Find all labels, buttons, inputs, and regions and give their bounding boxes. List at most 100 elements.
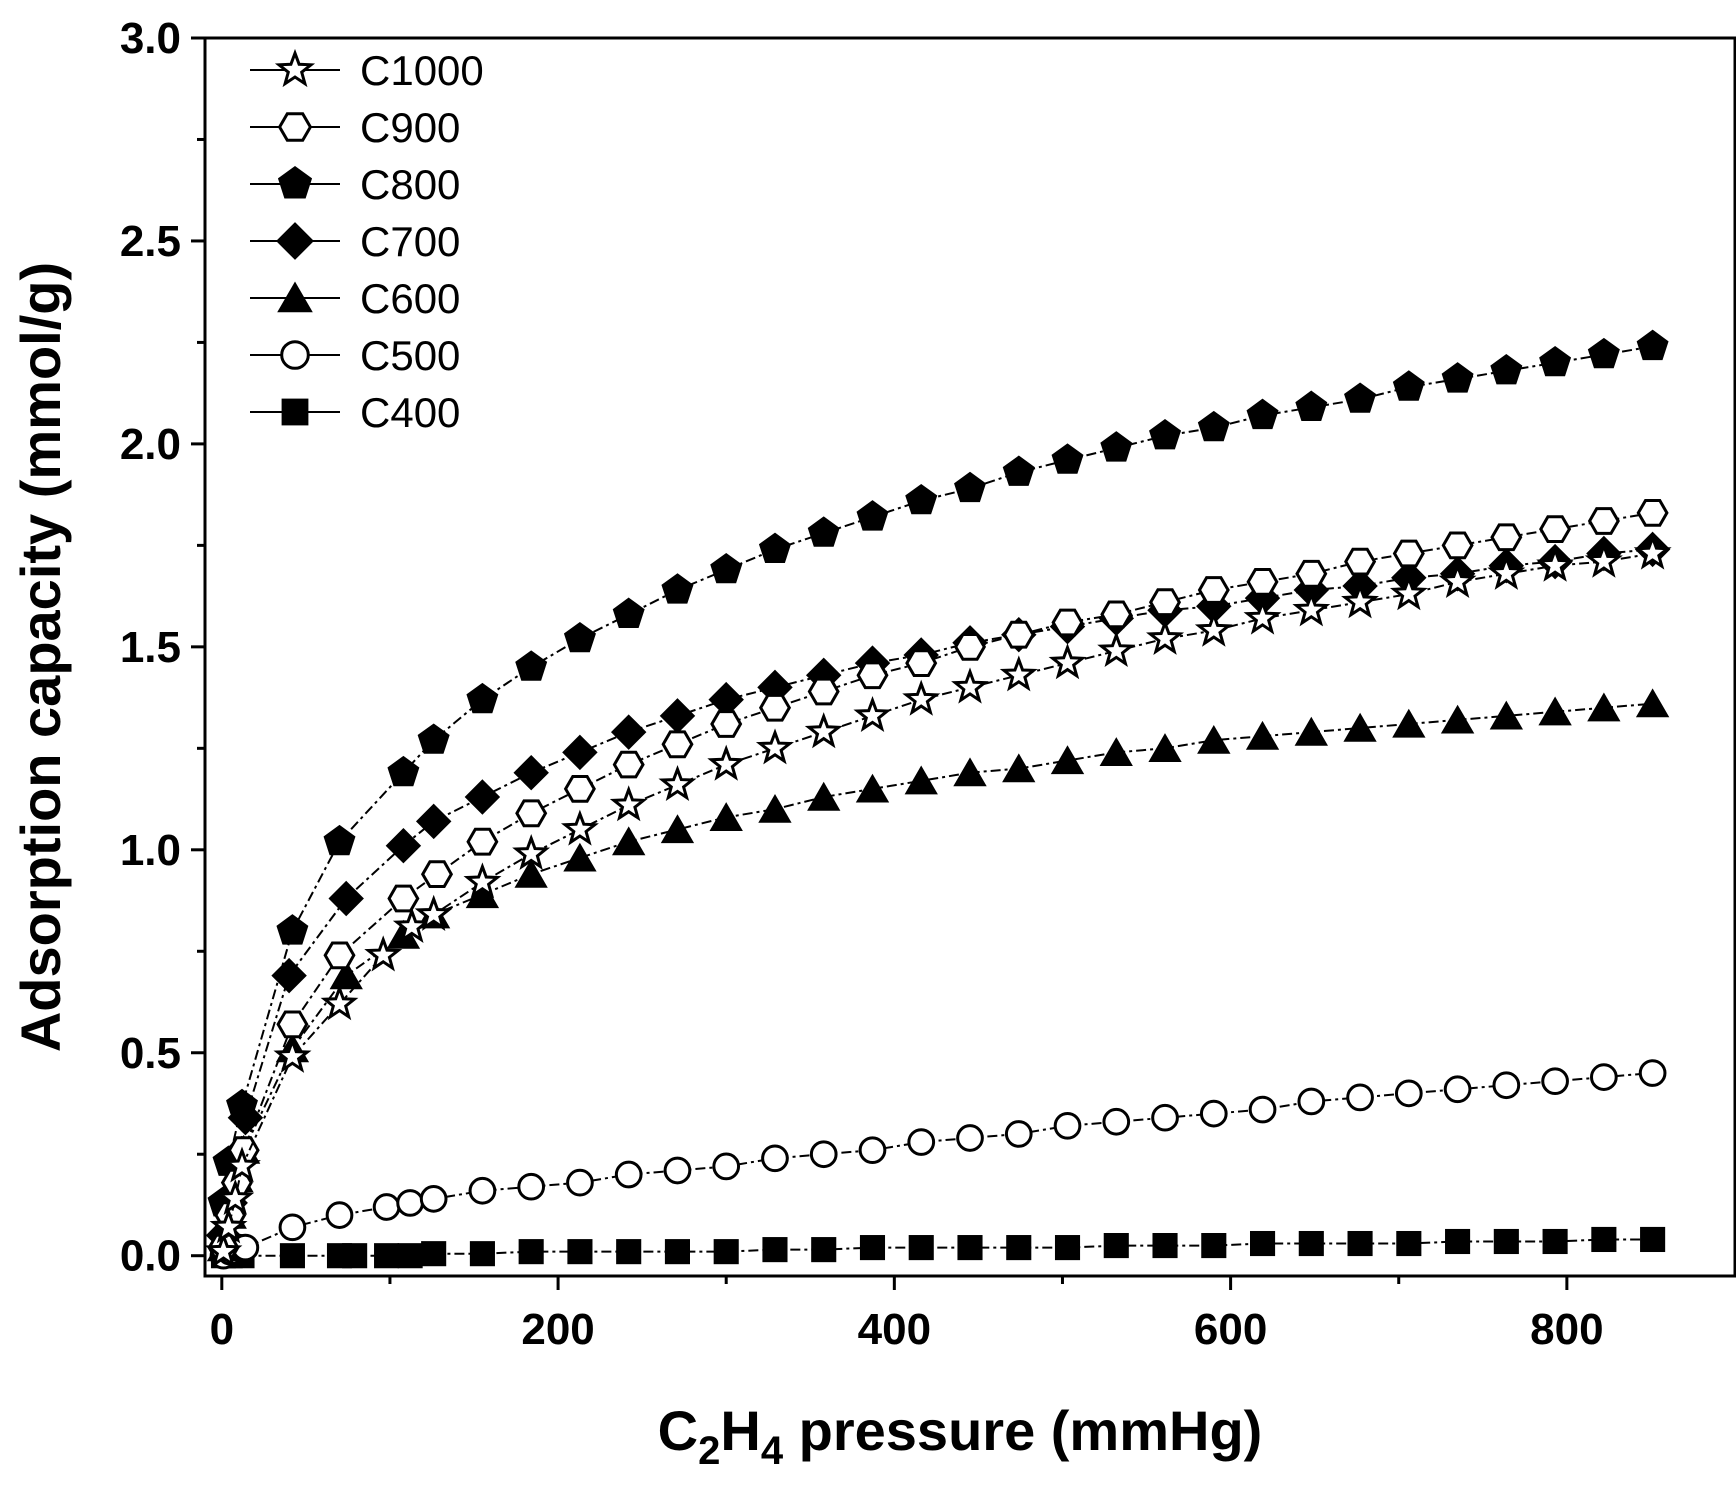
data-point <box>811 1237 837 1263</box>
data-point <box>1347 1230 1373 1257</box>
data-point <box>713 1239 739 1265</box>
data-point <box>1539 515 1572 543</box>
data-point <box>560 809 599 846</box>
data-point <box>273 1036 312 1073</box>
data-point <box>1541 1067 1569 1096</box>
data-point <box>953 633 987 661</box>
data-point <box>1146 618 1185 655</box>
legend-label: C600 <box>360 275 460 322</box>
data-point <box>466 682 499 714</box>
data-point <box>755 728 794 765</box>
legend-marker <box>277 166 313 199</box>
data-point <box>904 765 938 795</box>
data-point <box>468 1176 497 1205</box>
data-point <box>464 779 501 815</box>
data-point <box>1295 390 1328 421</box>
data-point <box>957 1235 983 1261</box>
data-point <box>859 1235 886 1261</box>
x-tick-label: 0 <box>210 1305 234 1354</box>
data-point <box>466 827 499 856</box>
data-point <box>1635 688 1670 718</box>
data-point <box>397 1243 423 1269</box>
data-point <box>1048 643 1087 680</box>
data-point <box>660 814 695 844</box>
data-point <box>710 710 743 738</box>
data-point <box>710 552 743 584</box>
data-point <box>1490 354 1523 385</box>
data-point <box>1051 443 1084 474</box>
data-point <box>1344 382 1377 413</box>
legend-marker <box>280 340 310 370</box>
data-point <box>954 471 986 503</box>
series-line <box>222 552 1653 1252</box>
series-c1000 <box>204 533 1672 1268</box>
data-point <box>1394 1079 1423 1108</box>
series-line <box>223 1238 1653 1257</box>
data-point <box>664 1239 691 1265</box>
data-point <box>804 712 843 749</box>
legend-item-c400: C400 <box>250 389 460 436</box>
y-tick-label: 0.5 <box>120 1029 181 1078</box>
data-point <box>1587 507 1620 535</box>
data-point <box>513 754 549 791</box>
data-point <box>1051 608 1084 637</box>
data-point <box>320 984 359 1021</box>
data-point <box>512 833 551 870</box>
data-point <box>1489 700 1523 730</box>
data-point <box>563 842 597 872</box>
data-point <box>1443 1075 1472 1104</box>
data-point <box>902 679 941 716</box>
data-point <box>204 1231 243 1268</box>
y-tick-label: 1.0 <box>120 826 181 875</box>
data-point <box>1245 720 1280 750</box>
data-point <box>762 1237 788 1263</box>
data-point <box>518 1239 544 1265</box>
legend-marker <box>277 112 313 142</box>
data-point <box>709 802 743 831</box>
data-point <box>1392 708 1426 738</box>
data-point <box>1054 1235 1081 1261</box>
data-point <box>463 862 502 899</box>
data-point <box>661 730 694 759</box>
data-point <box>1100 431 1133 462</box>
data-point <box>387 755 420 787</box>
data-point <box>609 785 648 822</box>
data-point <box>956 1124 984 1152</box>
data-point <box>1636 329 1669 361</box>
data-point <box>1640 1226 1666 1253</box>
data-point <box>616 1239 642 1265</box>
data-point <box>328 880 364 917</box>
data-point <box>907 1128 936 1156</box>
data-point <box>712 1152 741 1181</box>
legend: C1000 C900 C800 C700 C600 C500 C400 <box>250 47 484 436</box>
data-point <box>1006 1235 1032 1261</box>
y-axis-title: Adsorption capacity (mmol/g) <box>9 262 72 1052</box>
legend-label: C700 <box>360 218 460 265</box>
x-tick-label: 800 <box>1530 1305 1603 1354</box>
series-line <box>222 548 1653 1236</box>
data-point <box>1243 598 1282 635</box>
data-point <box>563 621 596 653</box>
legend-item-c900: C900 <box>250 104 460 151</box>
data-point <box>419 1185 448 1213</box>
data-point <box>226 1088 258 1120</box>
data-point <box>1050 745 1085 775</box>
data-point <box>761 1144 789 1173</box>
data-point <box>1590 1063 1618 1091</box>
data-point <box>1487 553 1526 590</box>
data-point <box>1389 574 1428 611</box>
data-point <box>663 1156 692 1185</box>
data-series <box>204 329 1672 1270</box>
data-point <box>1492 1071 1521 1100</box>
y-tick-label: 2.0 <box>120 420 181 469</box>
data-point <box>1197 725 1231 754</box>
data-point <box>372 1193 401 1221</box>
data-point <box>858 1136 887 1165</box>
data-point <box>1294 716 1328 746</box>
data-point <box>905 483 938 515</box>
data-point <box>1440 704 1475 734</box>
data-point <box>276 1010 309 1039</box>
data-point <box>1392 370 1425 401</box>
data-point <box>216 1179 255 1216</box>
data-point <box>374 1243 400 1269</box>
